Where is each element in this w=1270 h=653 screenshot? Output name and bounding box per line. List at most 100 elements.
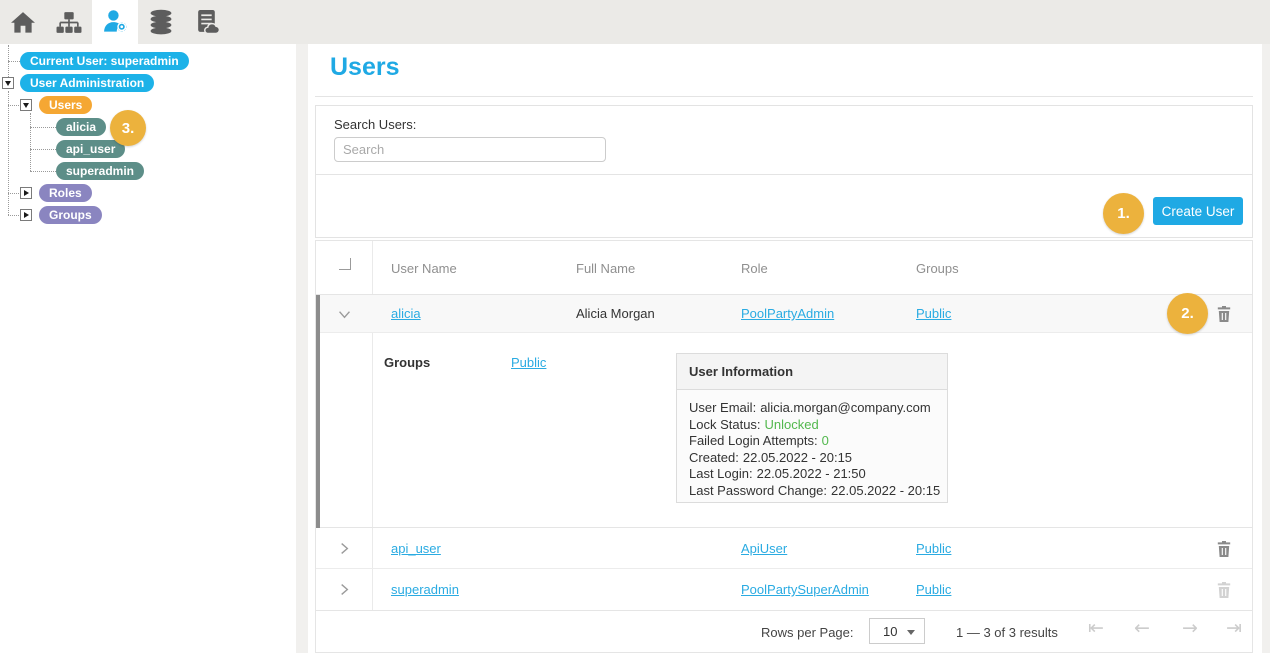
- panel-splitter[interactable]: [296, 44, 308, 653]
- column-header-groups: Groups: [916, 261, 959, 276]
- info-value: 22.05.2022 - 21:50: [756, 466, 866, 481]
- delete-user-icon[interactable]: [1217, 306, 1231, 327]
- expand-arrow-groups[interactable]: [20, 209, 32, 221]
- collapse-all-icon[interactable]: [339, 258, 351, 270]
- callout-badge-3: 3.: [110, 110, 146, 146]
- column-header-role: Role: [741, 261, 768, 276]
- groups-link[interactable]: Public: [916, 541, 952, 556]
- table-header-row: User Name Full Name Role Groups: [316, 241, 1252, 295]
- callout-badge-1: 1.: [1103, 193, 1144, 234]
- triangle-down-icon: [5, 80, 11, 86]
- full-name-cell: Alicia Morgan: [576, 306, 655, 321]
- user-name-link[interactable]: alicia: [391, 306, 421, 321]
- results-count: 1 — 3 of 3 results: [956, 625, 1058, 640]
- rows-per-page-value: 10: [883, 624, 898, 639]
- info-line-lock-status: Lock Status: Unlocked: [689, 417, 935, 434]
- role-link[interactable]: PoolPartySuperAdmin: [741, 582, 869, 597]
- tree-line: [30, 149, 56, 150]
- triangle-right-icon: [23, 212, 29, 218]
- table-row[interactable]: alicia Alicia Morgan PoolPartyAdmin Publ…: [316, 295, 1252, 333]
- tree-line: [30, 127, 56, 128]
- server-icon-glyph: [198, 10, 220, 35]
- chevron-right-icon[interactable]: [336, 581, 353, 603]
- role-link[interactable]: ApiUser: [741, 541, 788, 556]
- chevron-down-icon[interactable]: [336, 306, 353, 328]
- tree-node-current-user[interactable]: Current User: superadmin: [20, 52, 189, 70]
- info-line-last-password-change: Last Password Change: 22.05.2022 - 20:15: [689, 482, 940, 500]
- delete-user-icon-disabled: [1217, 582, 1231, 603]
- caret-down-icon: [907, 630, 915, 635]
- tree-line: [8, 61, 20, 62]
- tree-line: [8, 215, 21, 216]
- home-icon-glyph: [11, 11, 35, 33]
- sitemap-icon[interactable]: [46, 0, 92, 44]
- info-label: Lock Status:: [689, 416, 761, 432]
- rows-per-page-label: Rows per Page:: [761, 625, 854, 640]
- info-value: alicia.morgan@company.com: [760, 400, 931, 415]
- detail-groups-link[interactable]: Public: [511, 355, 547, 370]
- expanded-row-indicator: [316, 295, 320, 528]
- tree-line: [8, 91, 9, 215]
- callout-badge-2: 2.: [1167, 293, 1208, 334]
- user-information-header: User Information: [677, 354, 947, 390]
- info-line-created: Created: 22.05.2022 - 20:15: [689, 450, 935, 467]
- user-gear-icon-glyph: [103, 10, 126, 32]
- groups-link[interactable]: Public: [916, 582, 952, 597]
- user-name-link[interactable]: superadmin: [391, 582, 459, 597]
- user-information-body: User Email: alicia.morgan@company.com Loc…: [677, 390, 947, 509]
- info-label: Last Login:: [689, 466, 753, 481]
- search-input[interactable]: [334, 137, 606, 162]
- role-link[interactable]: PoolPartyAdmin: [741, 306, 835, 321]
- last-page-icon: ⇥: [1226, 617, 1242, 639]
- collapse-arrow-users[interactable]: [20, 99, 32, 111]
- search-label: Search Users:: [334, 117, 417, 132]
- users-table: User Name Full Name Role Groups alicia A…: [315, 240, 1253, 653]
- table-row[interactable]: api_user ApiUser Public: [316, 528, 1252, 569]
- info-line-last-login: Last Login: 22.05.2022 - 21:50: [689, 466, 935, 483]
- user-name-link[interactable]: api_user: [391, 541, 441, 556]
- previous-page-icon: ←: [1134, 617, 1150, 639]
- home-icon[interactable]: [0, 0, 46, 44]
- info-value: 22.05.2022 - 20:15: [831, 482, 941, 498]
- triangle-down-icon: [23, 102, 29, 108]
- user-administration-icon[interactable]: [92, 0, 138, 44]
- title-divider: [315, 96, 1253, 97]
- info-value: 0: [821, 433, 829, 448]
- page-title: Users: [330, 53, 400, 81]
- delete-user-icon[interactable]: [1217, 541, 1231, 562]
- tree-node-superadmin[interactable]: superadmin: [56, 162, 145, 180]
- tree-node-api-user[interactable]: api_user: [56, 140, 126, 158]
- section-divider: [316, 174, 1252, 175]
- database-icon[interactable]: [138, 0, 184, 44]
- scrollbar-gutter[interactable]: [1262, 44, 1270, 653]
- info-value: Unlocked: [764, 416, 819, 432]
- table-row[interactable]: superadmin PoolPartySuperAdmin Public: [316, 569, 1252, 610]
- info-label: Last Password Change:: [689, 482, 828, 498]
- tree-line: [30, 171, 56, 172]
- expand-arrow-roles[interactable]: [20, 187, 32, 199]
- search-panel: Search Users: Create User: [315, 105, 1253, 238]
- tree-line: [8, 193, 21, 194]
- detail-groups-label: Groups: [384, 355, 431, 370]
- info-label: Failed Login Attempts:: [689, 433, 818, 448]
- expanded-detail-row: Groups Public User Information User Emai…: [316, 333, 1252, 528]
- groups-link[interactable]: Public: [916, 306, 952, 321]
- tree-line: [8, 105, 21, 106]
- tree-node-roles[interactable]: Roles: [39, 184, 92, 202]
- user-information-title: User Information: [689, 364, 794, 379]
- chevron-right-icon[interactable]: [336, 540, 353, 562]
- top-toolbar: [0, 0, 1270, 44]
- info-value: 22.05.2022 - 20:15: [742, 449, 853, 465]
- collapse-arrow-user-administration[interactable]: [2, 77, 14, 89]
- rows-per-page-select[interactable]: 10: [869, 618, 925, 644]
- create-user-button[interactable]: Create User: [1153, 197, 1243, 225]
- info-label: User Email:: [689, 400, 757, 415]
- triangle-right-icon: [23, 190, 29, 196]
- tree-node-alicia[interactable]: alicia: [56, 118, 107, 136]
- tree-node-user-administration[interactable]: User Administration: [20, 74, 155, 92]
- info-line-failed-logins: Failed Login Attempts: 0: [689, 433, 935, 450]
- server-icon[interactable]: [184, 0, 230, 44]
- column-header-user-name: User Name: [391, 261, 457, 276]
- tree-node-users[interactable]: Users: [39, 96, 93, 114]
- tree-node-groups[interactable]: Groups: [39, 206, 102, 224]
